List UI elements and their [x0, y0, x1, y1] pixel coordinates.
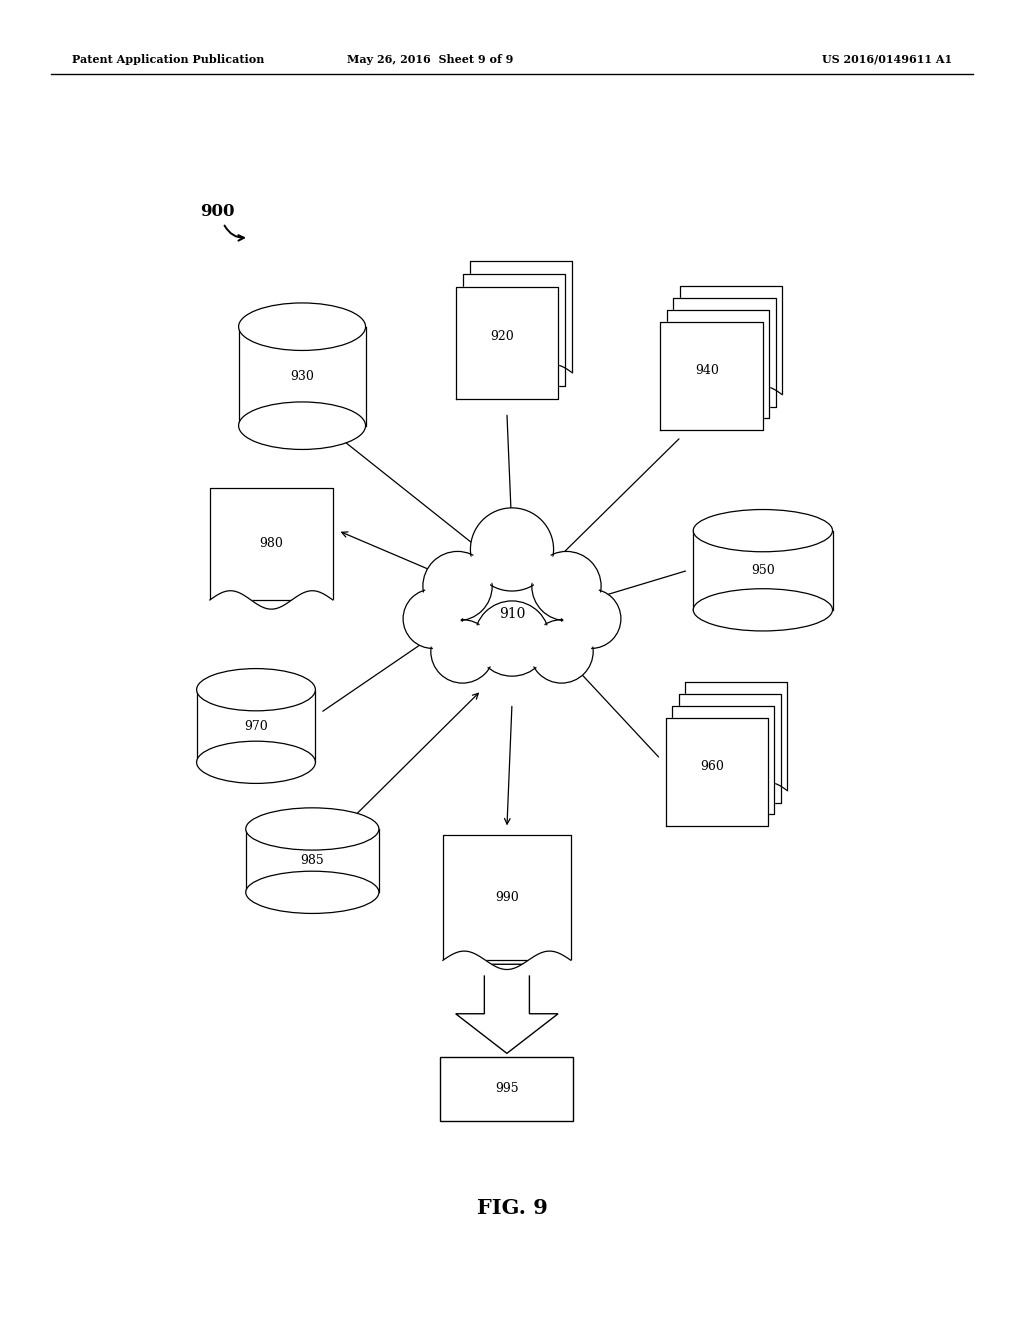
Ellipse shape	[403, 589, 463, 648]
Text: 970: 970	[244, 719, 268, 733]
Ellipse shape	[197, 742, 315, 784]
Ellipse shape	[473, 511, 551, 589]
Ellipse shape	[529, 619, 593, 682]
Polygon shape	[442, 836, 571, 961]
Text: 985: 985	[300, 854, 325, 867]
Polygon shape	[680, 286, 782, 395]
Polygon shape	[685, 682, 787, 791]
Polygon shape	[679, 694, 781, 803]
Ellipse shape	[404, 591, 461, 647]
Polygon shape	[660, 322, 763, 430]
Text: May 26, 2016  Sheet 9 of 9: May 26, 2016 Sheet 9 of 9	[347, 54, 513, 65]
Bar	[693, 531, 833, 610]
Polygon shape	[210, 488, 333, 599]
Text: 930: 930	[290, 370, 314, 383]
Ellipse shape	[693, 510, 833, 552]
Bar	[440, 1057, 573, 1121]
Ellipse shape	[433, 622, 493, 681]
Text: 995: 995	[495, 1082, 519, 1096]
Ellipse shape	[239, 401, 366, 449]
Text: US 2016/0149611 A1: US 2016/0149611 A1	[822, 54, 952, 65]
Bar	[239, 327, 366, 425]
Ellipse shape	[431, 619, 495, 682]
Polygon shape	[456, 288, 558, 399]
Ellipse shape	[531, 622, 591, 681]
Polygon shape	[667, 310, 769, 418]
Ellipse shape	[476, 603, 548, 675]
Text: 950: 950	[751, 564, 775, 577]
Text: 990: 990	[495, 891, 519, 904]
Text: 910: 910	[499, 607, 525, 620]
Ellipse shape	[693, 589, 833, 631]
Ellipse shape	[561, 589, 621, 648]
Text: 960: 960	[700, 760, 724, 772]
Ellipse shape	[470, 508, 554, 591]
Ellipse shape	[531, 552, 601, 620]
Ellipse shape	[423, 552, 493, 620]
Bar	[197, 689, 315, 763]
Polygon shape	[470, 261, 572, 372]
Polygon shape	[672, 706, 774, 814]
Text: Patent Application Publication: Patent Application Publication	[72, 54, 264, 65]
Ellipse shape	[239, 304, 366, 351]
Ellipse shape	[563, 591, 620, 647]
Ellipse shape	[246, 808, 379, 850]
Polygon shape	[463, 275, 565, 385]
Bar	[246, 829, 379, 892]
Ellipse shape	[425, 553, 490, 619]
Text: 940: 940	[695, 364, 719, 376]
Polygon shape	[666, 718, 768, 826]
Text: 900: 900	[200, 203, 234, 219]
Text: FIG. 9: FIG. 9	[476, 1197, 548, 1218]
Polygon shape	[674, 298, 776, 407]
Text: 920: 920	[489, 330, 514, 343]
Ellipse shape	[474, 601, 550, 676]
Polygon shape	[456, 964, 558, 1053]
Text: 980: 980	[259, 537, 284, 550]
Ellipse shape	[197, 668, 315, 710]
Ellipse shape	[534, 553, 599, 619]
Ellipse shape	[246, 871, 379, 913]
